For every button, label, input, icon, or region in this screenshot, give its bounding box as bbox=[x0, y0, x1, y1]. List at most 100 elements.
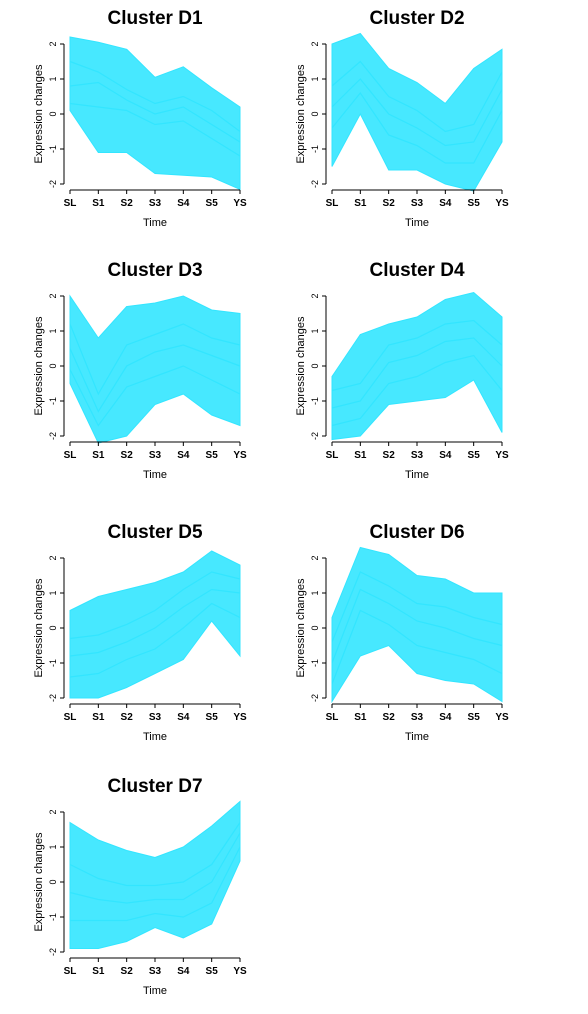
x-tick-label: S3 bbox=[411, 712, 424, 723]
x-tick-label: S2 bbox=[121, 712, 134, 723]
panel-cluster-d6: Cluster D6 -2 -1 0 1 2 Expression changes SL S1 S… bbox=[295, 522, 509, 743]
expression-envelope bbox=[69, 800, 241, 949]
x-axis-title: Time bbox=[405, 217, 429, 229]
x-tick-label: S2 bbox=[121, 450, 134, 461]
y-tick-label: -1 bbox=[48, 145, 58, 153]
series-line-1 bbox=[331, 571, 503, 643]
y-tick-label: 1 bbox=[310, 590, 320, 595]
x-tick-label: S5 bbox=[206, 198, 219, 209]
y-tick-label: -1 bbox=[310, 397, 320, 405]
y-tick-label: 0 bbox=[310, 363, 320, 368]
x-tick-label: SL bbox=[326, 450, 339, 461]
y-tick-label: 1 bbox=[48, 76, 58, 81]
x-tick-label: SL bbox=[64, 450, 77, 461]
panel-title: Cluster D3 bbox=[107, 260, 202, 281]
expression-envelope bbox=[331, 32, 503, 192]
y-tick-label: 1 bbox=[48, 844, 58, 849]
x-tick-label: S3 bbox=[149, 966, 162, 977]
y-tick-label: -1 bbox=[310, 145, 320, 153]
x-tick-label: S4 bbox=[177, 198, 190, 209]
y-tick-label: -1 bbox=[48, 913, 58, 921]
expression-envelope bbox=[331, 291, 503, 441]
y-axis-title: Expression changes bbox=[33, 832, 45, 932]
x-tick-label: S3 bbox=[411, 198, 424, 209]
x-tick-label: S5 bbox=[468, 198, 481, 209]
series-line-2 bbox=[69, 81, 241, 143]
x-tick-label: S1 bbox=[92, 450, 105, 461]
x-tick-label: S1 bbox=[92, 712, 105, 723]
y-tick-label: 0 bbox=[48, 879, 58, 884]
y-tick-label: -2 bbox=[48, 180, 58, 188]
y-tick-label: 0 bbox=[310, 111, 320, 116]
y-tick-label: 1 bbox=[310, 76, 320, 81]
series-line-2 bbox=[69, 344, 241, 413]
y-axis-title: Expression changes bbox=[295, 316, 307, 416]
x-tick-label: SL bbox=[64, 712, 77, 723]
y-tick-label: 0 bbox=[48, 363, 58, 368]
x-tick-label: S3 bbox=[411, 450, 424, 461]
y-tick-label: 2 bbox=[310, 293, 320, 298]
x-tick-label: S2 bbox=[383, 712, 396, 723]
expression-envelope bbox=[69, 550, 241, 699]
y-tick-label: 2 bbox=[310, 555, 320, 560]
x-tick-label: YS bbox=[495, 712, 509, 723]
x-tick-label: S4 bbox=[439, 450, 452, 461]
y-tick-label: -1 bbox=[48, 659, 58, 667]
y-tick-label: -1 bbox=[48, 397, 58, 405]
x-tick-label: S5 bbox=[468, 712, 481, 723]
x-tick-label: S4 bbox=[177, 450, 190, 461]
y-tick-label: -2 bbox=[48, 948, 58, 956]
y-tick-label: 1 bbox=[48, 590, 58, 595]
panel-cluster-d1: Cluster D1 -2 -1 0 1 2 Expression changes SL S1 S… bbox=[33, 8, 247, 229]
x-axis-title: Time bbox=[405, 731, 429, 743]
series-line-1 bbox=[69, 571, 241, 640]
y-tick-label: 1 bbox=[48, 328, 58, 333]
x-tick-label: S5 bbox=[468, 450, 481, 461]
panel-cluster-d3: Cluster D3 -2 -1 0 1 2 Expression changes SL S1 S… bbox=[33, 260, 247, 481]
series-line-3 bbox=[69, 365, 241, 427]
x-tick-label: S4 bbox=[439, 198, 452, 209]
panel-title: Cluster D4 bbox=[369, 260, 464, 281]
series-line-3 bbox=[69, 602, 241, 678]
series-line-1 bbox=[69, 822, 241, 887]
y-axis-title: Expression changes bbox=[33, 578, 45, 678]
x-tick-label: S5 bbox=[206, 450, 219, 461]
panel-title: Cluster D7 bbox=[107, 776, 202, 797]
x-tick-label: S1 bbox=[354, 450, 367, 461]
x-axis-title: Time bbox=[143, 985, 167, 997]
x-tick-label: S4 bbox=[177, 966, 190, 977]
x-tick-label: S3 bbox=[149, 712, 162, 723]
x-tick-label: SL bbox=[326, 712, 339, 723]
series-line-3 bbox=[331, 354, 503, 427]
series-line-2 bbox=[331, 588, 503, 664]
y-axis-title: Expression changes bbox=[33, 64, 45, 164]
series-line-2 bbox=[331, 78, 503, 147]
series-line-1 bbox=[331, 319, 503, 392]
y-tick-label: -2 bbox=[48, 432, 58, 440]
expression-envelope bbox=[69, 36, 241, 191]
y-tick-label: -1 bbox=[310, 659, 320, 667]
y-tick-label: 2 bbox=[48, 293, 58, 298]
x-tick-label: S2 bbox=[121, 198, 134, 209]
y-axis-title: Expression changes bbox=[33, 316, 45, 416]
expression-envelope bbox=[331, 546, 503, 704]
x-tick-label: S3 bbox=[149, 198, 162, 209]
x-tick-label: S2 bbox=[383, 450, 396, 461]
x-tick-label: YS bbox=[495, 198, 509, 209]
y-tick-label: 0 bbox=[310, 625, 320, 630]
y-tick-label: 2 bbox=[48, 41, 58, 46]
x-axis-title: Time bbox=[143, 217, 167, 229]
y-tick-label: -2 bbox=[310, 694, 320, 702]
x-tick-label: S1 bbox=[92, 198, 105, 209]
series-line-2 bbox=[331, 337, 503, 409]
x-tick-label: S2 bbox=[121, 966, 134, 977]
x-tick-label: YS bbox=[233, 450, 247, 461]
y-tick-label: 2 bbox=[310, 41, 320, 46]
panel-title: Cluster D2 bbox=[369, 8, 464, 29]
y-tick-label: -2 bbox=[48, 694, 58, 702]
x-tick-label: S3 bbox=[149, 450, 162, 461]
series-line-1 bbox=[69, 323, 241, 396]
panel-title: Cluster D5 bbox=[107, 522, 202, 543]
panel-title: Cluster D6 bbox=[369, 522, 464, 543]
